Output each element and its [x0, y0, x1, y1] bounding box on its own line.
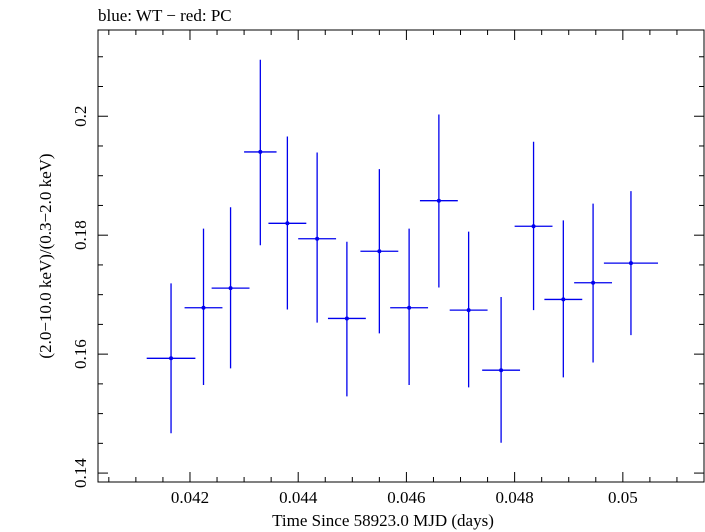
- data-point: [327, 241, 366, 397]
- point-marker: [258, 149, 263, 154]
- y-axis-label: (2.0−10.0 keV)/(0.3−2.0 keV): [36, 153, 55, 358]
- x-axis-label: Time Since 58923.0 MJD (days): [272, 511, 494, 530]
- data-point: [482, 297, 521, 443]
- x-tick-label: 0.05: [608, 488, 638, 507]
- y-tick-label: 0.16: [71, 339, 90, 369]
- point-marker: [531, 224, 536, 229]
- point-marker: [285, 221, 290, 226]
- data-point: [603, 191, 659, 336]
- data-point: [544, 220, 583, 378]
- data-point: [298, 152, 337, 323]
- data-series: [146, 59, 659, 443]
- axis-ticks: [98, 30, 705, 482]
- x-tick-label: 0.042: [171, 488, 209, 507]
- axis-tick-labels: 0.042 0.044 0.046 0.048 0.05 0.14 0.16 0.18 0.2: [71, 106, 638, 507]
- point-marker: [228, 286, 233, 291]
- data-point: [360, 169, 399, 334]
- point-marker: [591, 280, 596, 285]
- y-tick-label: 0.18: [71, 220, 90, 250]
- data-point: [514, 141, 553, 311]
- point-marker: [499, 368, 504, 373]
- data-point: [268, 136, 307, 310]
- x-tick-label: 0.046: [387, 488, 425, 507]
- data-point: [419, 114, 458, 288]
- data-point: [244, 59, 277, 246]
- chart-title: blue: WT − red: PC: [98, 6, 232, 25]
- data-point: [449, 231, 488, 388]
- point-marker: [436, 198, 441, 203]
- point-marker: [201, 305, 206, 310]
- point-marker: [407, 305, 412, 310]
- y-tick-label: 0.14: [71, 458, 90, 488]
- data-point: [146, 283, 196, 434]
- point-marker: [169, 356, 174, 361]
- point-marker: [466, 308, 471, 313]
- point-marker: [344, 316, 349, 321]
- point-marker: [628, 261, 633, 266]
- point-marker: [315, 236, 320, 241]
- x-tick-label: 0.048: [496, 488, 534, 507]
- point-marker: [377, 249, 382, 254]
- data-point: [184, 228, 223, 386]
- data-point: [574, 203, 613, 363]
- plot-frame: [97, 29, 705, 483]
- data-point: [211, 207, 250, 369]
- y-tick-label: 0.2: [71, 106, 90, 127]
- point-marker: [561, 297, 566, 302]
- x-tick-label: 0.044: [279, 488, 318, 507]
- data-point: [390, 228, 429, 386]
